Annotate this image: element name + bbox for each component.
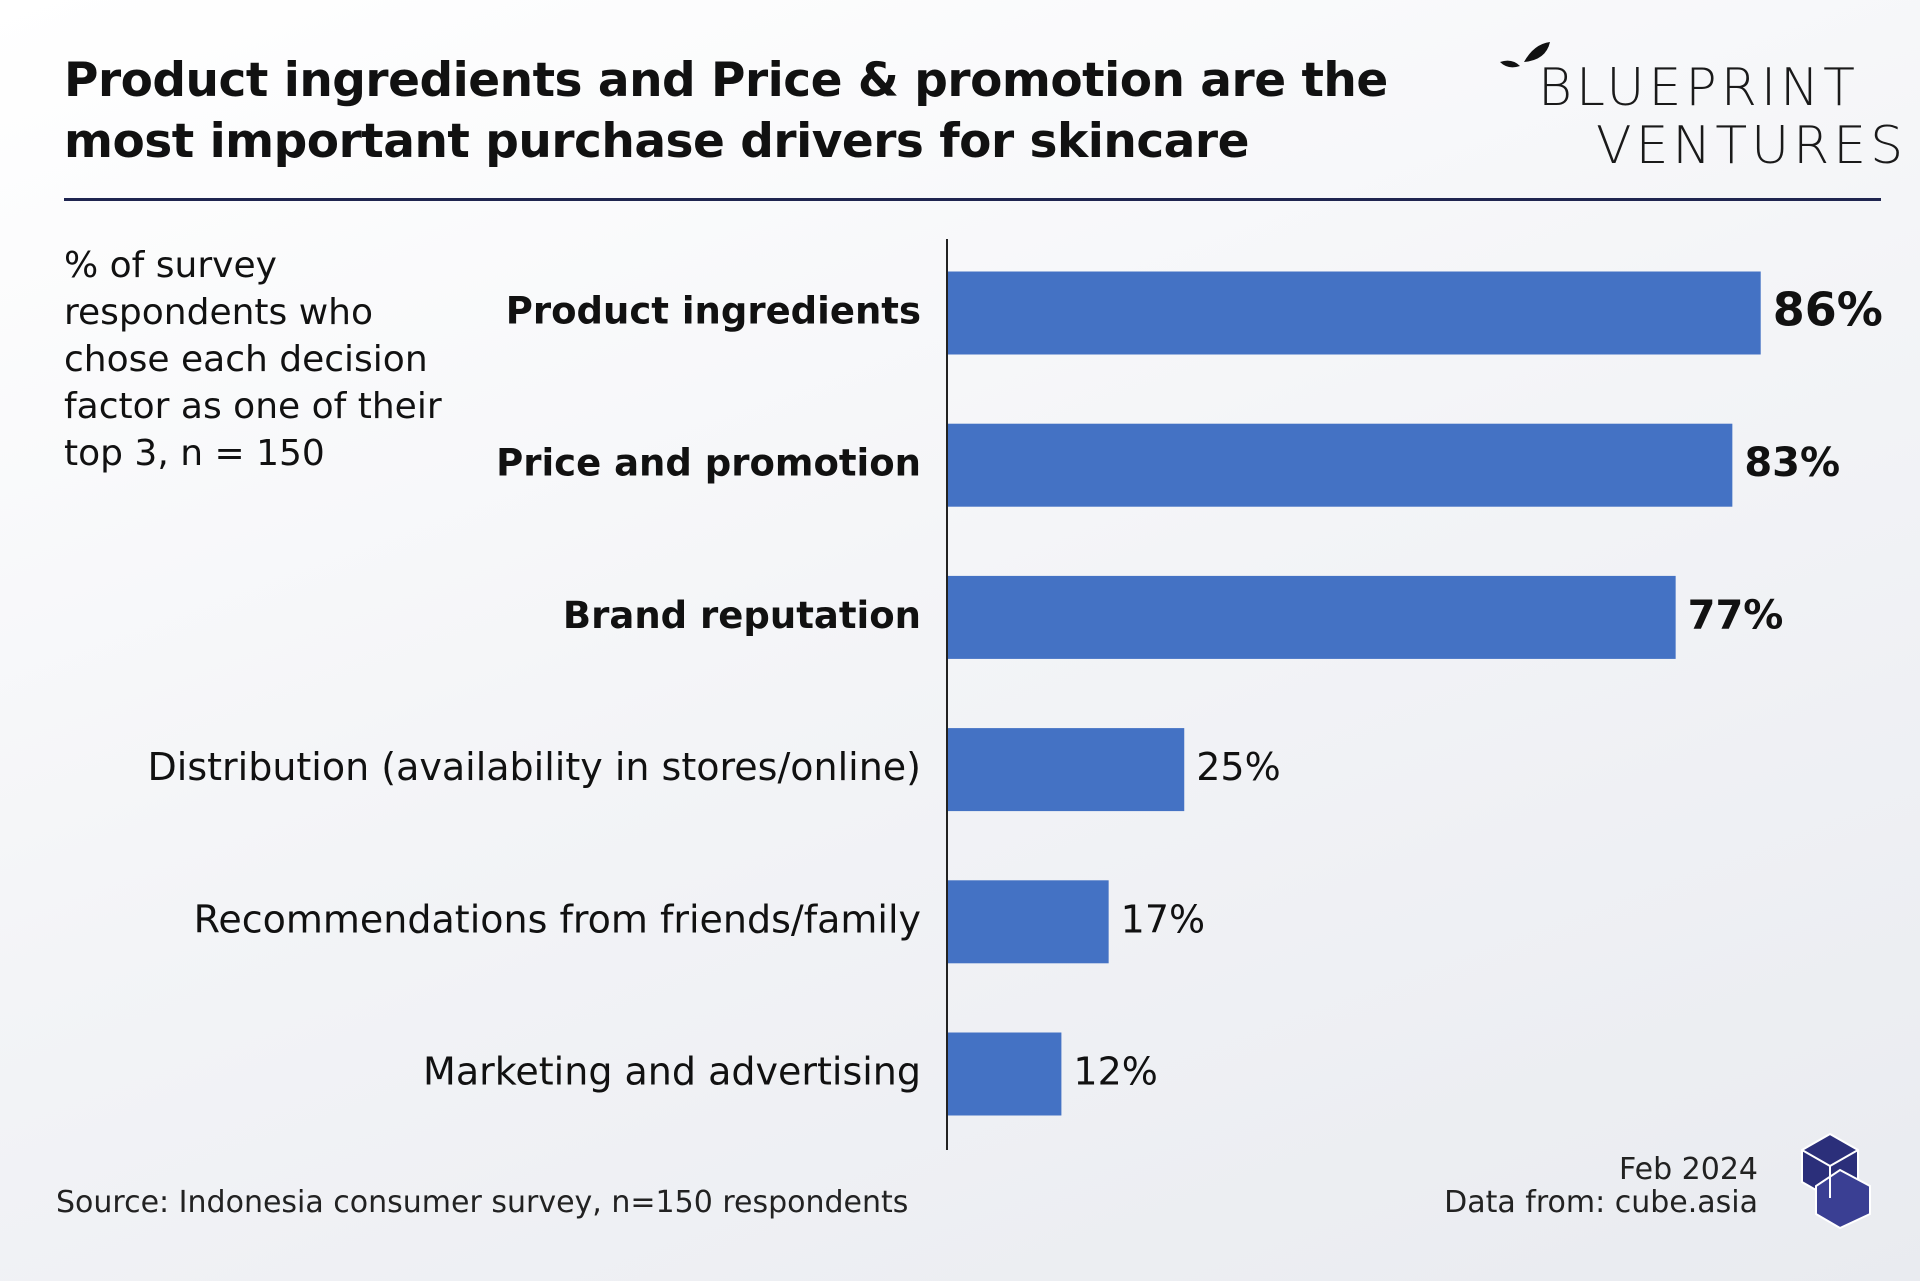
title-rule — [64, 198, 1881, 201]
value-label: 25% — [1196, 745, 1280, 789]
source-note: Source: Indonesia consumer survey, n=150… — [56, 1185, 909, 1220]
bar — [948, 423, 1733, 507]
bar — [948, 271, 1761, 355]
category-label: Product ingredients — [506, 290, 921, 333]
bar — [948, 880, 1109, 964]
logo-text: VENTURES — [1596, 116, 1908, 176]
value-label: 83% — [1744, 440, 1840, 486]
logo-leaf — [1500, 42, 1550, 68]
bar — [948, 575, 1676, 659]
value-label: 77% — [1688, 592, 1784, 638]
bar — [948, 728, 1185, 812]
chart-title: Product ingredients and Price & promotio… — [64, 53, 1388, 169]
category-label: Price and promotion — [496, 442, 921, 485]
value-label: 12% — [1073, 1050, 1157, 1094]
category-label: Marketing and advertising — [423, 1050, 921, 1094]
logo-text: BLUEPRINT — [1538, 58, 1859, 118]
category-label: Recommendations from friends/family — [194, 897, 921, 941]
category-label: Distribution (availability in stores/onl… — [148, 745, 922, 789]
category-label: Brand reputation — [563, 594, 921, 637]
cube-logo — [1801, 1132, 1871, 1230]
value-label: 17% — [1121, 897, 1205, 941]
bar — [948, 1032, 1062, 1116]
value-label: 86% — [1773, 283, 1883, 337]
date-note: Feb 2024 — [1619, 1152, 1758, 1187]
chart-subtitle: % of survey respondents who chose each d… — [64, 245, 442, 474]
data-source-note: Data from: cube.asia — [1444, 1185, 1758, 1220]
